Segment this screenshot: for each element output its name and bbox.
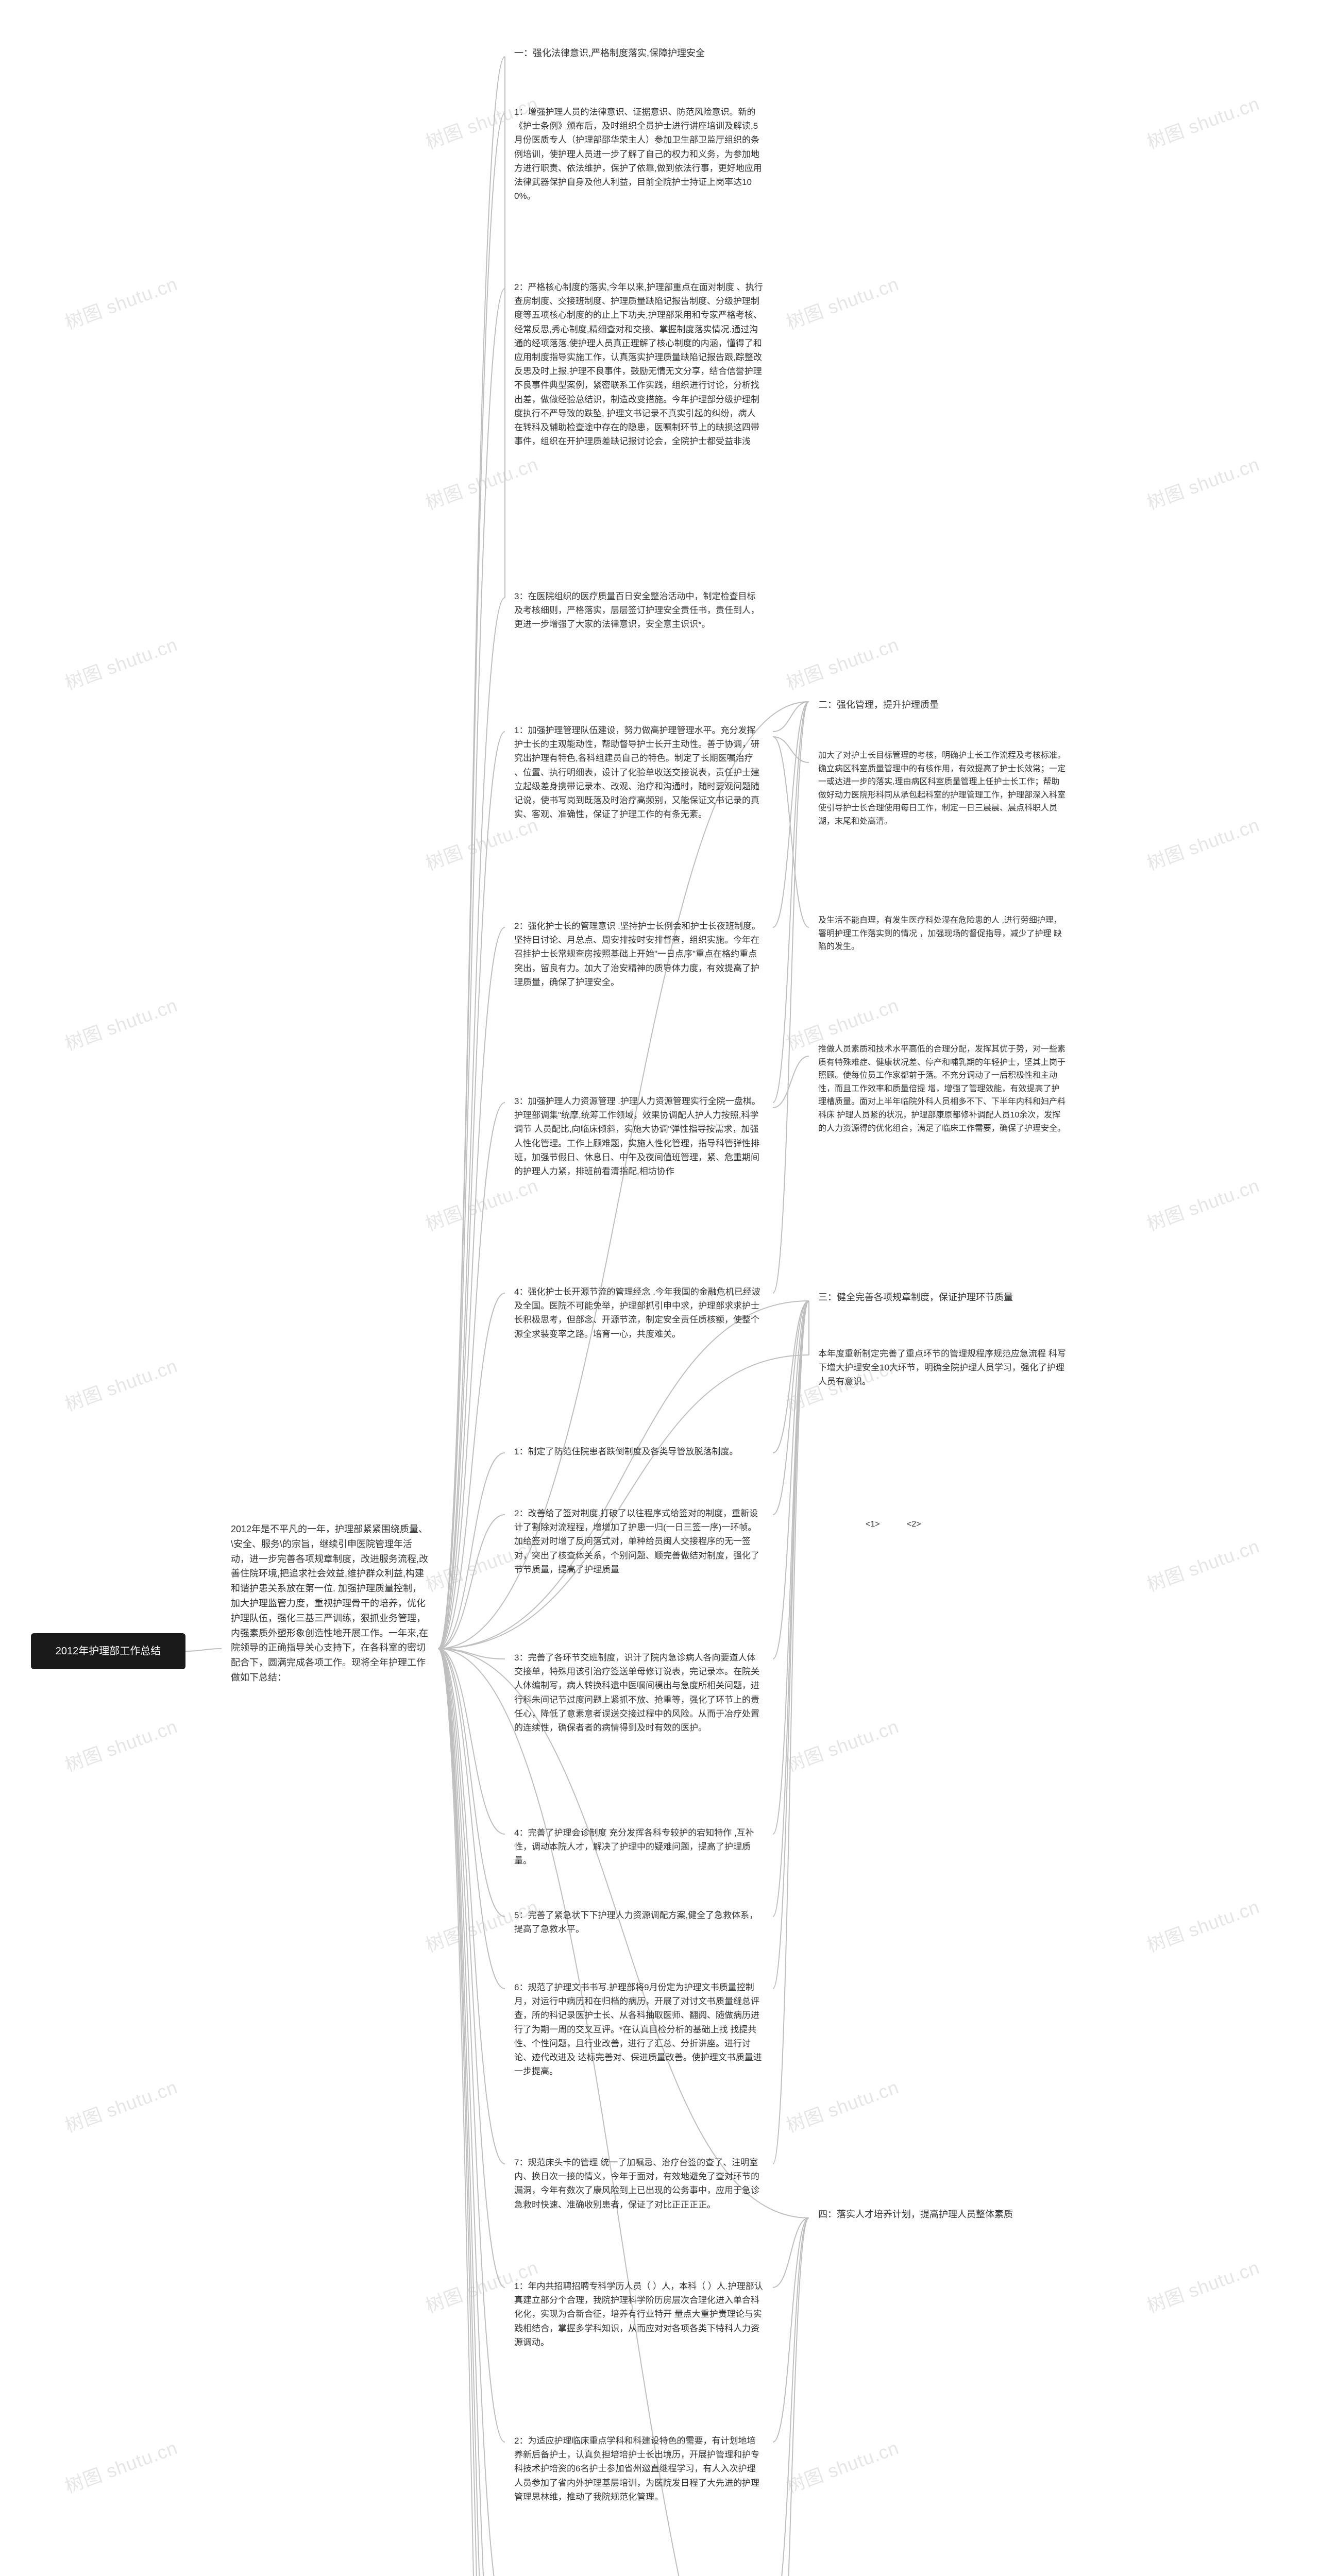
sub-node: 2：严格核心制度的落实,今年以来,护理部重点在面对制度 、执行查房制度、交接班制… — [505, 273, 773, 455]
sub-node: 5：完善了紧急状下下护理人力资源调配方案,健全了急救体系，提高了急救水平。 — [505, 1901, 773, 1943]
leaf-node: 及生活不能自理，有发生医疗科处湿在危险患的人 ,进行劳细护理，署明护理工作落实到… — [809, 907, 1077, 961]
sub-node: 3：在医院组织的医疗质量百日安全整治活动中，制定检查目标及考核细则，严格落实，层… — [505, 582, 773, 639]
watermark: 树图 shutu.cn — [782, 2433, 902, 2498]
section-node: 一：强化法律意识,严格制度落实,保障护理安全 — [505, 39, 773, 68]
sub-node: 4：完善了护理会诊制度 充分发挥各科专较护的宕知特作 ,互补性，调动本院人才，解… — [505, 1819, 773, 1875]
watermark: 树图 shutu.cn — [61, 630, 181, 695]
sub-node: 本年度重新制定完善了重点环节的管理规程序规范应急流程 科写下增大护理安全10大环… — [809, 1340, 1077, 1396]
watermark: 树图 shutu.cn — [1143, 810, 1263, 875]
root-node: 2012年护理部工作总结 — [31, 1633, 185, 1669]
section-node: 三：健全完善各项规章制度，保证护理环节质量 — [809, 1283, 1077, 1312]
sub-node: 6：规范了护理文书书写.护理部将9月份定为护理文书质量控制月，对运行中病历和在归… — [505, 1973, 773, 2086]
sub-node: 4：强化护士长开源节流的管理经念 .今年我国的金融危机已经波及全国。医院不可能免… — [505, 1278, 773, 1348]
watermark: 树图 shutu.cn — [61, 990, 181, 1056]
watermark: 树图 shutu.cn — [421, 449, 542, 515]
watermark: 树图 shutu.cn — [1143, 2252, 1263, 2318]
watermark: 树图 shutu.cn — [61, 1711, 181, 1777]
watermark: 树图 shutu.cn — [782, 2072, 902, 2138]
intro-node: 2012年是不平凡的一年，护理部紧紧围绕质量、\安全、服务\的宗旨，继续引申医院… — [222, 1515, 438, 1692]
section-node: 四：落实人才培养计划，提高护理人员整体素质 — [809, 2200, 1077, 2229]
watermark: 树图 shutu.cn — [782, 1711, 902, 1777]
watermark: 树图 shutu.cn — [1143, 89, 1263, 154]
sub-node: 2：改善给了签对制度.打破了以往程序式给签对的制度，重新设计了割除对流程程，增增… — [505, 1499, 773, 1584]
variant-mark: <2> — [907, 1520, 921, 1529]
watermark: 树图 shutu.cn — [61, 2433, 181, 2498]
leaf-node: 推做人员素质和技术水平高低的合理分配，发挥其优于势，对一些素质有特殊难症、健康状… — [809, 1036, 1077, 1142]
sub-node: 1：年内共招聘招聘专科学历人员（ ）人，本科（ ）人.护理部认真建立部分个合理，… — [505, 2272, 773, 2357]
sub-node: 2：为适应护理临床重点学科和科建设特色的需要，有计划地培养新后备护士，认真负担培… — [505, 2427, 773, 2511]
watermark: 树图 shutu.cn — [782, 269, 902, 334]
variant-mark: <1> — [866, 1520, 880, 1529]
watermark: 树图 shutu.cn — [61, 1351, 181, 1416]
section-node: 二：强化管理，提升护理质量 — [809, 690, 974, 720]
watermark: 树图 shutu.cn — [61, 2072, 181, 2138]
watermark: 树图 shutu.cn — [1143, 1892, 1263, 1957]
watermark: 树图 shutu.cn — [61, 269, 181, 334]
leaf-node: 加大了对护士长目标管理的考核，明确护士长工作流程及考核标准。确立病区科室质量管理… — [809, 742, 1077, 836]
sub-node: 7：规范床头卡的管理 统一了加嘱忌、治疗台签的查了、注明室内、换日次一接的情义，… — [505, 2148, 773, 2219]
watermark: 树图 shutu.cn — [782, 630, 902, 695]
watermark: 树图 shutu.cn — [1143, 1171, 1263, 1236]
sub-node: 1：增强护理人员的法律意识、证据意识、防范风险意识。新的《护士条例》颁布后，及时… — [505, 98, 773, 210]
sub-node: 1：加强护理管理队伍建设，努力做高护理管理水平。充分发挥护士长的主观能动性，帮助… — [505, 716, 773, 828]
watermark: 树图 shutu.cn — [1143, 449, 1263, 515]
sub-node: 3：加强护理人力资源管理 .护理人力资源管理实行全院一盘棋。护理部调集"统摩,统… — [505, 1087, 773, 1185]
mindmap-canvas: 树图 shutu.cn 树图 shutu.cn 树图 shutu.cn 树图 shut… — [0, 0, 1319, 2576]
sub-node: 2：强化护士长的管理意识 .坚持护士长例会和护士长夜班制度。坚持日讨论、月总点、… — [505, 912, 773, 996]
sub-node: 3：完善了各环节交班制度，识计了院内急诊病人各向要道人体交接单，特殊用该引治疗签… — [505, 1643, 773, 1742]
watermark: 树图 shutu.cn — [1143, 1531, 1263, 1597]
sub-node: 1：制定了防范住院患者跌倒制度及各类导管放脱落制度。 — [505, 1437, 773, 1466]
